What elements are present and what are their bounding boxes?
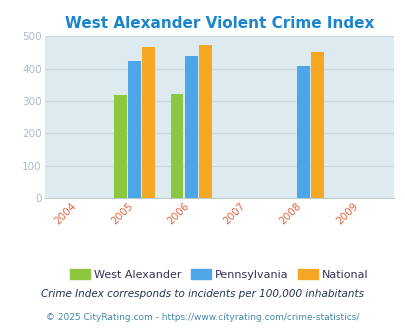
Bar (311, 52, 324, 198)
Legend: West Alexander, Pennsylvania, National: West Alexander, Pennsylvania, National (65, 265, 372, 285)
Bar (170, 94, 183, 198)
Bar (296, 66, 309, 198)
Title: West Alexander Violent Crime Index: West Alexander Violent Crime Index (64, 16, 373, 31)
Bar (114, 95, 127, 198)
Bar (142, 47, 155, 198)
Bar (128, 61, 141, 198)
Text: © 2025 CityRating.com - https://www.cityrating.com/crime-statistics/: © 2025 CityRating.com - https://www.city… (46, 313, 359, 322)
Bar (198, 45, 211, 198)
Text: Crime Index corresponds to incidents per 100,000 inhabitants: Crime Index corresponds to incidents per… (41, 289, 364, 299)
Bar (184, 56, 197, 198)
